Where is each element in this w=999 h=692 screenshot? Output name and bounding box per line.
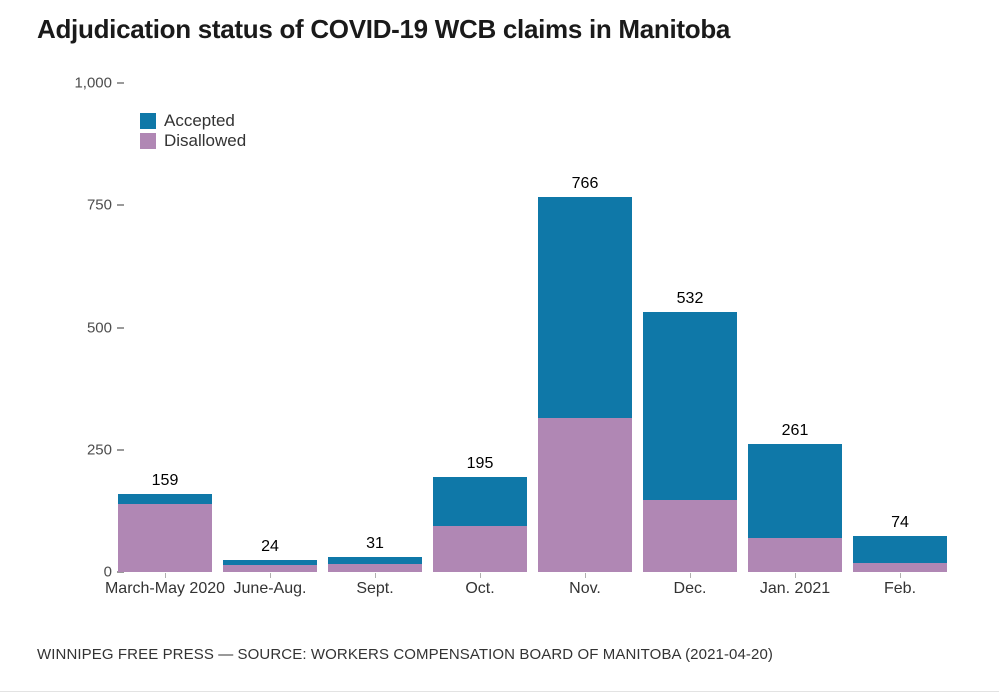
bar-segment-disallowed [328, 563, 422, 572]
legend-label: Disallowed [164, 131, 247, 150]
y-axis-tick-mark [117, 571, 124, 573]
x-axis-category-label: Dec. [673, 580, 707, 597]
bar-segment-accepted [853, 535, 947, 563]
y-axis-tick-mark [117, 448, 124, 451]
y-axis-tick-mark [117, 204, 124, 207]
chart-title: Adjudication status of COVID-19 WCB clai… [37, 14, 731, 44]
bar-segment-accepted [328, 556, 422, 564]
bar-segment-accepted [118, 494, 212, 504]
x-axis-tick-mark [270, 573, 271, 578]
source-attribution: WINNIPEG FREE PRESS — SOURCE: WORKERS CO… [37, 646, 774, 663]
x-axis-tick-mark [900, 573, 901, 578]
legend-item-disallowed: Disallowed [140, 132, 246, 149]
bar-segment-accepted [748, 444, 842, 538]
bar-segment-disallowed [643, 500, 737, 572]
bar-segment-disallowed [118, 503, 212, 572]
bar-total-label: 766 [571, 175, 599, 193]
x-axis-category-label: March-May 2020 [104, 580, 226, 597]
x-axis-category-label: Feb. [883, 580, 917, 597]
bar-segment-disallowed [853, 562, 947, 572]
y-axis-tick-label: 500 [86, 319, 112, 336]
y-axis-tick-label: 1,000 [74, 74, 112, 92]
bar-segment-disallowed [748, 537, 842, 572]
x-axis-category-label: Oct. [465, 580, 495, 597]
y-axis-tick-label: 750 [86, 196, 112, 214]
bar-segment-disallowed [538, 417, 632, 572]
bar-total-label: 31 [366, 534, 384, 552]
bar-total-label: 74 [891, 513, 909, 531]
x-axis-tick-mark [480, 573, 481, 578]
bar-segment-accepted [433, 476, 527, 526]
x-axis-tick-mark [585, 573, 586, 578]
y-axis-tick-mark [117, 82, 124, 84]
x-axis-tick-mark [795, 573, 796, 578]
bar-total-label: 261 [781, 422, 809, 440]
bar-total-label: 195 [466, 454, 494, 472]
x-axis-category-label: Nov. [569, 580, 601, 597]
bar-total-label: 159 [151, 472, 179, 490]
bar-total-label: 532 [676, 289, 704, 307]
legend-swatch-accepted [140, 112, 156, 129]
bar-segment-accepted [538, 197, 632, 418]
legend-item-accepted: Accepted [140, 112, 235, 129]
bar-segment-disallowed [223, 565, 317, 572]
y-axis-tick-label: 0 [103, 563, 112, 581]
bar-segment-accepted [223, 560, 317, 566]
x-axis-tick-mark [165, 573, 166, 578]
legend-label: Accepted [164, 111, 235, 130]
bar-segment-accepted [643, 311, 737, 501]
bar-segment-disallowed [433, 525, 527, 572]
x-axis-tick-mark [690, 573, 691, 578]
y-axis-tick-mark [117, 326, 124, 329]
x-axis-tick-mark [375, 573, 376, 578]
x-axis-category-label: Jan. 2021 [759, 580, 831, 597]
x-axis-category-label: Sept. [356, 580, 394, 597]
x-axis-category-label: June-Aug. [233, 580, 307, 597]
legend-swatch-disallowed [140, 132, 156, 149]
bar-total-label: 24 [261, 538, 279, 556]
y-axis-tick-label: 250 [86, 441, 112, 459]
